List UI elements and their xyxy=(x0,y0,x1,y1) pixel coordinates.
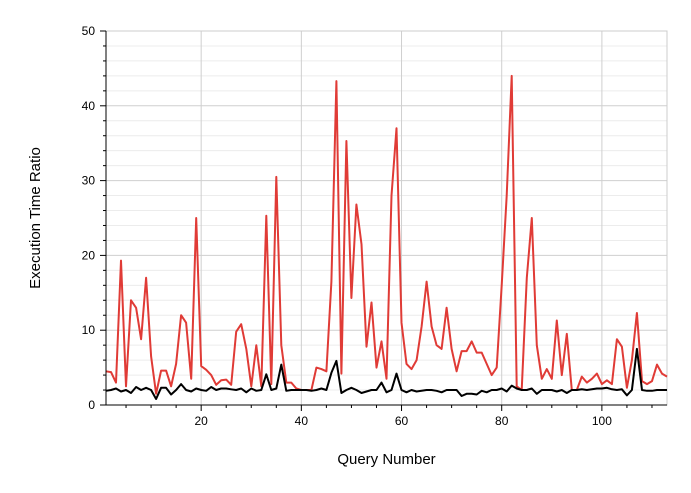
x-tick-label: 40 xyxy=(295,414,309,428)
series-layer xyxy=(105,74,668,400)
x-tick-label: 100 xyxy=(592,414,612,428)
y-tick-label: 40 xyxy=(82,99,96,113)
series-line-2 xyxy=(105,347,667,400)
series-line-1 xyxy=(105,74,668,395)
x-axis-title: Query Number xyxy=(337,451,435,468)
y-tick-label: 30 xyxy=(82,174,96,188)
y-tick-label: 20 xyxy=(82,248,96,262)
axes xyxy=(100,30,667,411)
y-axis-title: Execution Time Ratio xyxy=(27,147,44,289)
y-tick-label: 0 xyxy=(88,398,95,412)
x-tick-label: 60 xyxy=(395,414,409,428)
y-tick-label: 50 xyxy=(82,24,96,38)
x-tick-label: 20 xyxy=(194,414,208,428)
tick-labels: 0 10 20 30 40 50 20 40 60 80 100 xyxy=(82,24,613,428)
y-tick-label: 10 xyxy=(82,323,96,337)
x-tick-label: 80 xyxy=(495,414,509,428)
